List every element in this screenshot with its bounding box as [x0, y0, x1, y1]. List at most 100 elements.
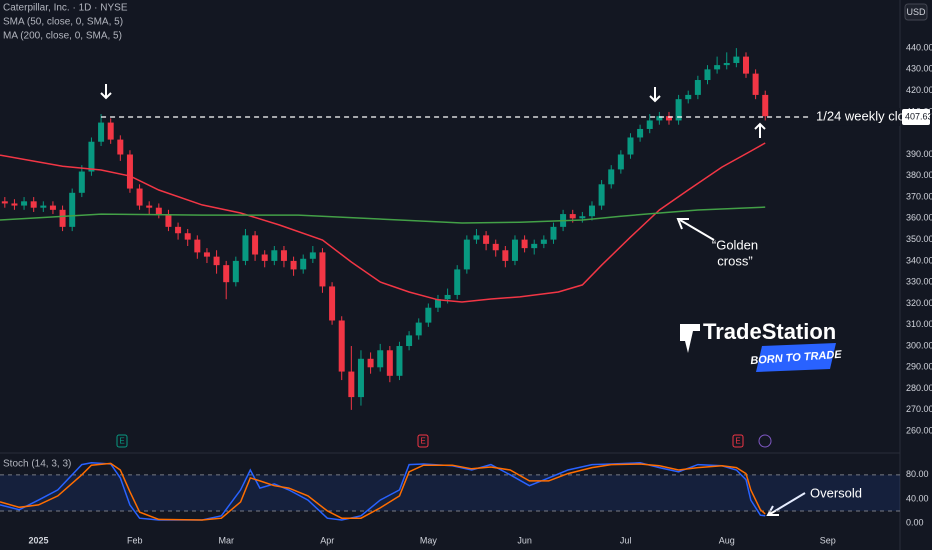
y-tick-label: 420.00	[906, 85, 932, 95]
candle-body	[11, 203, 18, 206]
y-tick-label: 270.00	[906, 404, 932, 414]
candle-body	[165, 214, 172, 227]
stoch-band	[0, 474, 900, 511]
candle-body	[656, 116, 663, 121]
candle-body	[107, 122, 114, 140]
candle-body	[608, 169, 615, 185]
candle-body	[98, 122, 105, 142]
annotation: 1/24 weekly close	[816, 108, 919, 123]
y-tick-label: 340.00	[906, 255, 932, 265]
x-tick-label: Jul	[620, 535, 632, 545]
y-tick-label: 390.00	[906, 149, 932, 159]
x-tick-label: Apr	[320, 535, 334, 545]
y-tick-label: 350.00	[906, 234, 932, 244]
event-marker	[116, 434, 128, 448]
y-tick-label: 330.00	[906, 277, 932, 287]
last-price: 407.63	[905, 111, 932, 121]
candle-body	[675, 99, 682, 121]
annotation: “Golden	[712, 237, 758, 252]
y-tick-label: 40.00	[906, 493, 929, 503]
candle-body	[290, 260, 297, 270]
candle-body	[415, 322, 422, 336]
candle-body	[752, 73, 759, 95]
x-tick-label: 2025	[28, 535, 48, 545]
candle-body	[646, 120, 653, 129]
y-tick-label: 260.00	[906, 426, 932, 436]
candle-body	[1, 201, 8, 204]
candle-body	[78, 171, 85, 193]
arrow-down	[649, 87, 661, 103]
arrows	[100, 84, 806, 516]
candle-body	[550, 226, 557, 240]
y-tick-label: 280.00	[906, 383, 932, 393]
candle-body	[665, 116, 672, 121]
arrow-golden-cross	[676, 218, 715, 241]
candle-body	[252, 235, 259, 255]
x-tick-label: Jun	[517, 535, 532, 545]
candle-body	[213, 256, 220, 266]
candle-body	[454, 269, 461, 295]
candle-body	[194, 239, 201, 253]
x-tick-label: Sep	[820, 535, 836, 545]
y-tick-label: 380.00	[906, 170, 932, 180]
candle-body	[733, 56, 740, 63]
candle-body	[540, 239, 547, 244]
logo: TradeStation BORN TO TRADE	[680, 319, 843, 372]
candle-body	[569, 214, 576, 219]
candle-body	[69, 192, 76, 227]
candle-body	[175, 226, 182, 234]
candle-body	[521, 239, 528, 249]
arrow-down	[100, 84, 112, 100]
event-label: E	[119, 437, 124, 446]
candle-body	[146, 205, 153, 208]
candle-body	[598, 184, 605, 206]
x-tick-label: May	[420, 535, 438, 545]
candle-body	[704, 69, 711, 81]
arrow-up	[754, 122, 766, 138]
chart-title: Caterpillar, Inc. · 1D · NYSE	[3, 3, 128, 14]
last-price-box	[902, 108, 930, 125]
candle-body	[367, 358, 374, 368]
candle-body	[184, 233, 191, 240]
candle-body	[483, 235, 490, 244]
candle-body	[492, 243, 499, 251]
candle-body	[338, 320, 345, 372]
candle-body	[434, 299, 441, 308]
legend-entry: MA (200, close, 0, SMA, 5)	[3, 31, 122, 42]
event-marker	[417, 434, 429, 448]
annotation: cross”	[717, 253, 752, 268]
candle-body	[444, 294, 451, 300]
candle-body	[126, 154, 133, 189]
candle-body	[271, 250, 278, 261]
y-tick-label: 310.00	[906, 319, 932, 329]
candle-body	[617, 154, 624, 170]
candle-body	[309, 252, 316, 259]
y-tick-label: 440.00	[906, 42, 932, 52]
candle-body	[742, 56, 749, 74]
candle-body	[21, 201, 28, 206]
event-label: E	[420, 437, 425, 446]
candle-body	[117, 139, 124, 155]
candles	[1, 48, 769, 410]
candle-body	[357, 358, 364, 398]
candle-body	[723, 62, 730, 66]
y-tick-label: 320.00	[906, 298, 932, 308]
series-line	[0, 206, 766, 224]
currency-box[interactable]	[904, 3, 928, 21]
y-tick-label: 0.00	[906, 517, 924, 527]
candle-body	[377, 350, 384, 368]
candle-body	[329, 286, 336, 321]
arrow-oversold	[766, 492, 806, 516]
y-tick-label: 300.00	[906, 340, 932, 350]
legend-entry: SMA (50, close, 0, SMA, 5)	[3, 17, 123, 28]
annotation: Oversold	[810, 485, 862, 500]
candle-body	[627, 137, 634, 155]
x-tick-label: Mar	[218, 535, 234, 545]
candle-body	[463, 239, 470, 270]
indicator-title: Stoch (14, 3, 3)	[3, 459, 71, 470]
series-line	[0, 142, 766, 303]
logo-icon	[680, 324, 700, 353]
candle-body	[473, 235, 480, 240]
